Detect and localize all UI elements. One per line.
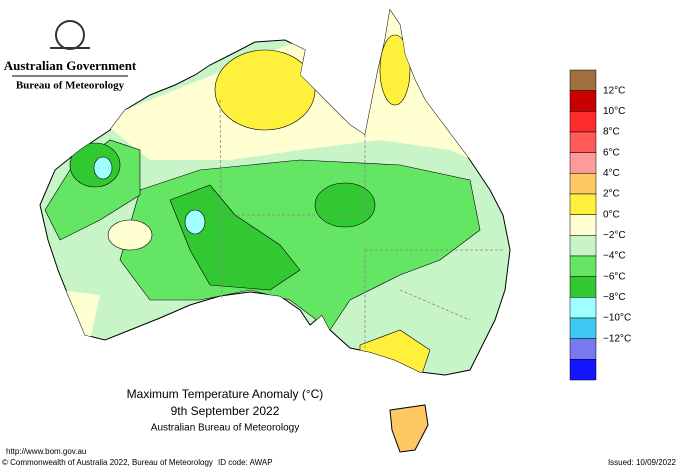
legend-label: −10°C [603,313,631,324]
legend-swatch [569,152,597,174]
legend-label: −8°C [603,292,626,303]
legend-swatch [569,276,597,298]
legend-swatch [569,359,597,381]
very-cold-patch [93,156,113,180]
map-title: Maximum Temperature Anomaly (°C) [127,387,324,401]
tasmania [389,404,429,453]
legend-swatch [569,90,597,112]
legend-label: 8°C [603,127,620,138]
legend-label: −12°C [603,333,631,344]
legend-swatch [569,131,597,153]
warm-patch [379,34,411,106]
map-source: Australian Bureau of Meteorology [151,423,299,434]
cold-patch [169,184,301,291]
legend-swatch [569,173,597,195]
issued: Issued: 10/09/2022 [608,458,677,467]
legend-label: −2°C [603,230,626,241]
warm-patch [107,219,153,251]
legend-label: −6°C [603,271,626,282]
cold-patch [314,182,376,228]
legend-label: 12°C [603,85,625,96]
legend-label: 2°C [603,189,620,200]
legend-swatch [569,69,597,91]
government-name: Australian Government [4,58,137,73]
copyright: © Commonwealth of Australia 2022, Bureau… [2,458,213,467]
legend-swatch [569,255,597,277]
legend-swatch [569,193,597,215]
legend-label: 6°C [603,147,620,158]
logo [50,20,90,50]
warm-patch [214,49,316,131]
legend: 12°C 10°C 8°C 6°C 4°C 2°C 0°C −2°C −4°C −6°C −8°C −… [569,69,631,381]
legend-swatch [569,111,597,133]
very-cold-patch [184,209,206,235]
legend-swatch [569,297,597,319]
legend-label: 4°C [603,168,620,179]
legend-swatch [569,235,597,257]
coat-of-arms [55,20,85,50]
legend-label: −4°C [603,251,626,262]
legend-swatch [569,338,597,360]
legend-swatch [569,317,597,339]
agency-name: Bureau of Meteorology [16,80,125,92]
map-date: 9th September 2022 [171,404,280,418]
legend-swatch [569,214,597,236]
url: http://www.bom.gov.au [6,447,86,456]
state-borders [219,99,505,350]
legend-label: 0°C [603,209,620,220]
legend-label: 10°C [603,106,625,117]
id-code: ID code: AWAP [218,458,273,467]
